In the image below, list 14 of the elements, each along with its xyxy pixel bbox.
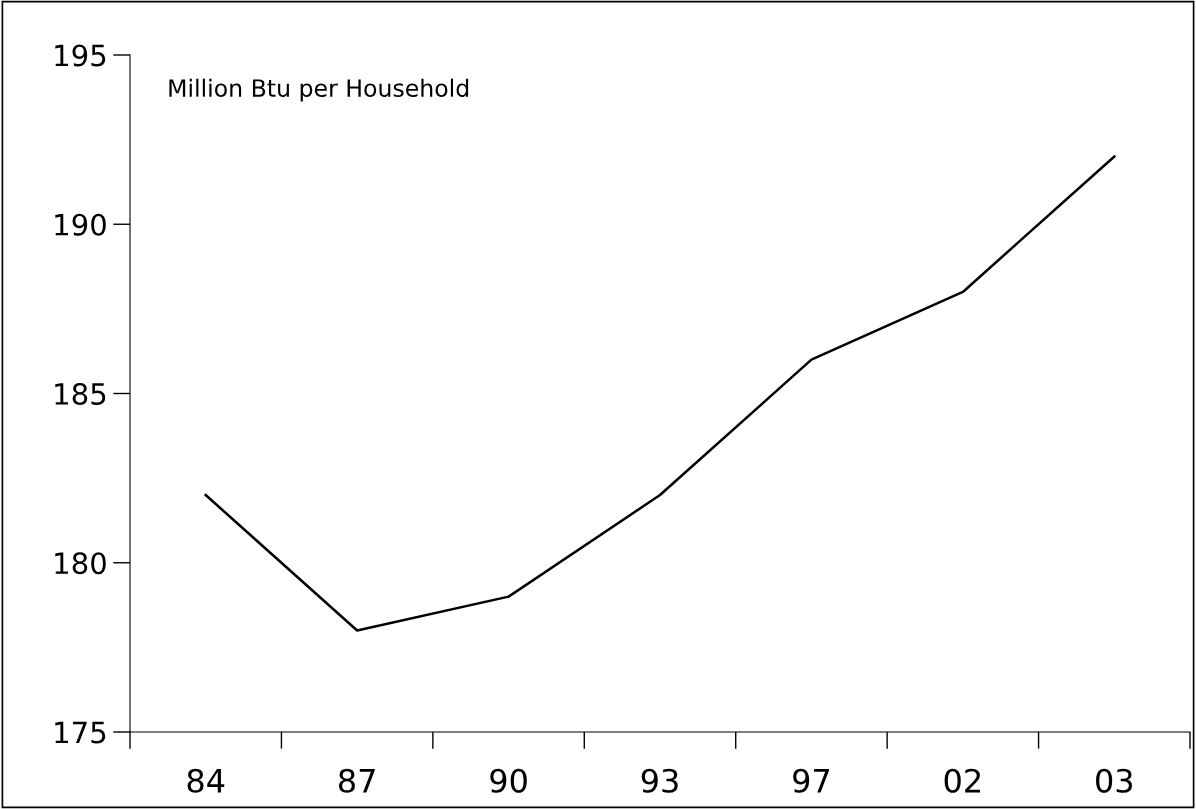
y-axis-title: Million Btu per Household (169, 78, 469, 102)
y-tick-label: 175 (55, 721, 106, 744)
x-tick-label: 84 (187, 768, 225, 793)
y-tick-label: 195 (55, 44, 106, 67)
x-tick-label: 87 (338, 768, 375, 793)
x-tick-label: 97 (793, 768, 830, 793)
y-tick-label: 185 (55, 382, 106, 405)
x-tick-label: 02 (944, 768, 980, 793)
y-tick-label: 190 (55, 213, 106, 236)
x-tick-label: 03 (1096, 768, 1133, 793)
line-series (204, 155, 1116, 632)
x-tick-label: 93 (641, 768, 678, 793)
y-tick-label: 180 (55, 552, 106, 575)
x-tick-label: 90 (490, 768, 527, 793)
